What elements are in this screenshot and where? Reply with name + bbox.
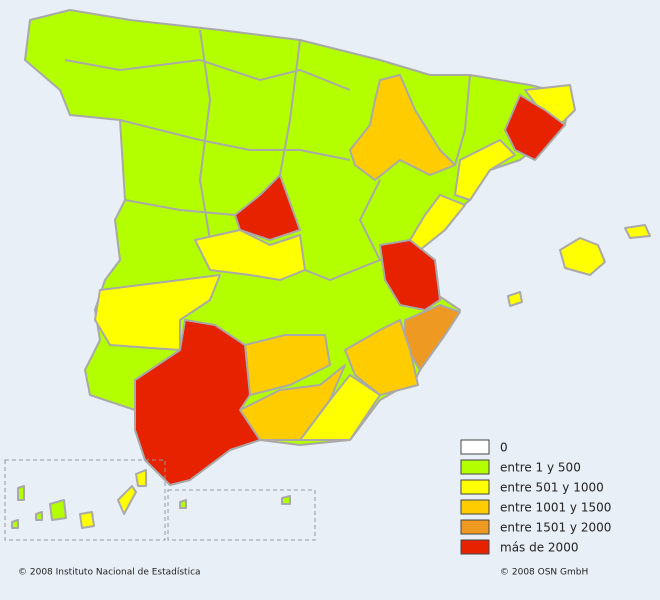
canary-islands [4, 459, 316, 541]
province-area [239, 364, 346, 441]
province-area [454, 139, 516, 201]
legend: 0 entre 1 y 500 entre 501 y 1000 entre 1001… [460, 439, 611, 555]
province-border [198, 29, 212, 241]
province-area [379, 239, 441, 311]
peninsula [24, 9, 576, 486]
island [135, 469, 147, 487]
legend-label: 0 [500, 441, 508, 455]
credit-right: © 2008 OSN GmbH [500, 568, 588, 578]
island [281, 495, 291, 505]
legend-swatch [460, 479, 490, 495]
island [507, 291, 523, 307]
legend-swatch [460, 519, 490, 535]
legend-label: más de 2000 [500, 541, 578, 555]
credit-left: © 2008 Instituto Nacional de Estadística [18, 568, 201, 578]
province-area [194, 229, 306, 281]
province-border [64, 58, 351, 91]
province-border [119, 119, 351, 161]
legend-label: entre 1501 y 2000 [500, 521, 611, 535]
island [179, 499, 187, 509]
legend-swatch [460, 459, 490, 475]
legend-swatch [460, 499, 490, 515]
province-border [124, 199, 236, 216]
island [11, 519, 19, 529]
province-area [134, 319, 261, 486]
legend-swatch [460, 539, 490, 555]
island [79, 511, 95, 529]
island [49, 499, 67, 521]
inset-frame [167, 489, 316, 541]
province-border [279, 39, 301, 176]
inset-frame [4, 459, 166, 541]
island [35, 511, 43, 521]
legend-label: entre 501 y 1000 [500, 481, 604, 495]
province-area [344, 319, 419, 396]
legend-label: entre 1 y 500 [500, 461, 581, 475]
island [624, 224, 651, 239]
legend-swatch [460, 439, 490, 455]
balearic-islands [507, 224, 651, 307]
province-area [349, 74, 456, 181]
province-border [304, 179, 382, 282]
island [117, 485, 137, 515]
island [559, 237, 606, 276]
province-area [94, 274, 221, 351]
island [17, 485, 25, 501]
legend-label: entre 1001 y 1500 [500, 501, 611, 515]
province-area [504, 94, 566, 161]
province-border [454, 74, 471, 166]
